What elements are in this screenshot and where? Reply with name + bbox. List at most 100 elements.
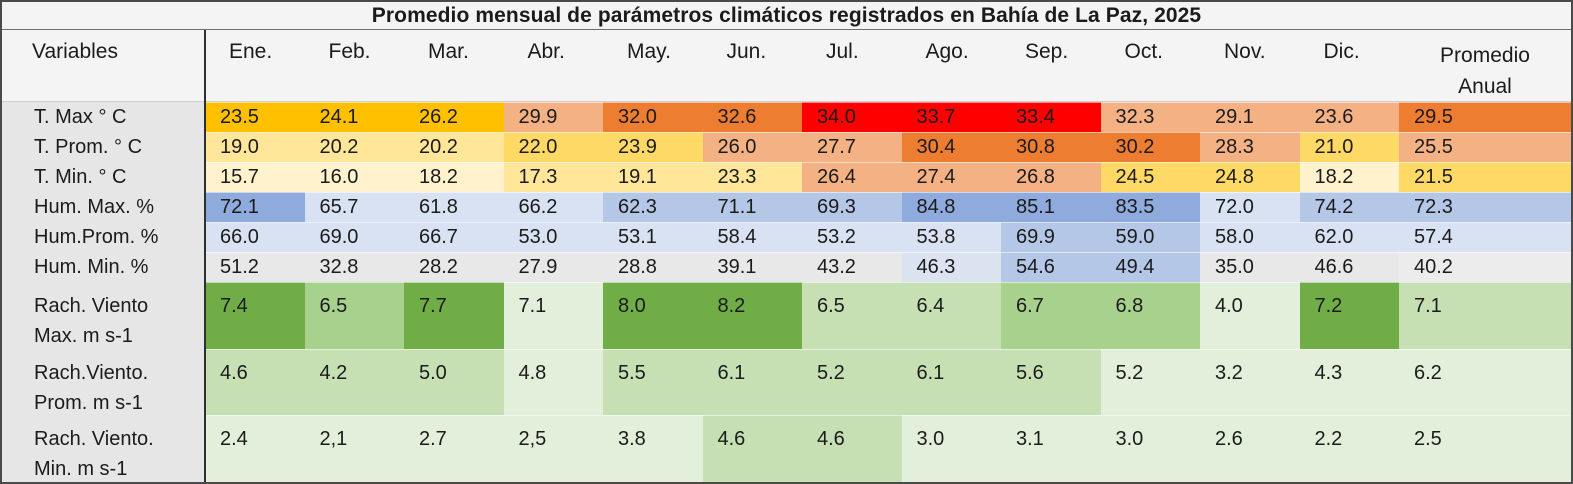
table-cell: 30.2 <box>1100 132 1200 162</box>
table-cell: 3.0 <box>1100 415 1200 482</box>
table-cell: 4.2 <box>304 348 404 418</box>
column-header-month-9: Sep. <box>1025 40 1069 63</box>
table-cell: 66.2 <box>503 192 603 222</box>
table-cell: 32.0 <box>603 102 703 132</box>
table-cell: 25.5 <box>1399 132 1571 162</box>
table-cell: 32.8 <box>304 252 404 282</box>
column-header-month-5: May. <box>627 40 671 63</box>
table-cell: 6.4 <box>901 282 1001 351</box>
column-header-month-2: Feb. <box>328 40 371 63</box>
table-cell: 6.5 <box>304 282 404 351</box>
table-cell: 5.2 <box>802 348 902 418</box>
row-label-line: Rach.Viento. <box>34 361 149 384</box>
table-cell: 85.1 <box>1001 192 1101 222</box>
table-cell: 3.8 <box>603 415 703 482</box>
table-cell: 26.4 <box>802 162 902 192</box>
column-header-annual-line2: Anual <box>1458 75 1512 98</box>
table-cell: 20.2 <box>404 132 504 162</box>
row-label-line: Rach. Viento. <box>34 428 154 451</box>
row-label-line: Max. m s-1 <box>34 325 133 347</box>
table-cell: 30.4 <box>901 132 1001 162</box>
table-row: Hum. Min. % 51.2 32.8 28.2 27.9 28.8 39.1 43.2 4… <box>2 252 1571 282</box>
row-label: T. Prom. ° C <box>2 132 205 162</box>
table-cell: 27.9 <box>503 252 603 282</box>
table-row: T. Min. ° C 15.7 16.0 18.2 17.3 19.1 23.3 26.4 2… <box>2 162 1571 192</box>
table-cell: 5.5 <box>603 348 703 418</box>
table-cell: 57.4 <box>1399 222 1571 252</box>
row-label-line: Hum.Prom. % <box>34 225 159 248</box>
table-row: Rach. Viento Max. m s-1 7.4 6.5 7.7 7.1 8.0 8.2… <box>2 282 1571 351</box>
table-cell: 7.1 <box>1399 282 1571 351</box>
column-header-month-11: Nov. <box>1224 40 1266 63</box>
table-cell: 5.0 <box>404 348 504 418</box>
column-header-month-7: Jul. <box>826 40 859 63</box>
table-cell: 51.2 <box>205 252 305 282</box>
row-label: Rach.Viento. Prom. m s-1 <box>2 348 205 418</box>
table-cell: 84.8 <box>901 192 1001 222</box>
table-cell: 16.0 <box>304 162 404 192</box>
table-cell: 2,1 <box>304 415 404 482</box>
table-cell: 74.2 <box>1299 192 1399 222</box>
table-cell: 59.0 <box>1100 222 1200 252</box>
row-label: T. Max ° C <box>2 102 205 132</box>
table-cell: 6.1 <box>702 348 802 418</box>
table-cell: 32.6 <box>702 102 802 132</box>
row-label-line: T. Prom. ° C <box>34 135 143 158</box>
table-cell: 33.7 <box>901 102 1001 132</box>
table-cell: 2.4 <box>205 415 305 482</box>
table-cell: 6.2 <box>1399 348 1571 418</box>
table-cell: 65.7 <box>304 192 404 222</box>
row-label-line: Hum. Min. % <box>34 255 149 278</box>
column-header-month-3: Mar. <box>428 40 469 63</box>
table-cell: 72.1 <box>205 192 305 222</box>
table-cell: 23.9 <box>603 132 703 162</box>
table-cell: 5.6 <box>1001 348 1101 418</box>
table-body: T. Max ° C 23.5 24.1 26.2 29.9 32.0 32.6 34.0 33… <box>2 102 1571 482</box>
table-cell: 27.4 <box>901 162 1001 192</box>
table-cell: 2.6 <box>1200 415 1300 482</box>
column-header-month-1: Ene. <box>229 40 273 63</box>
table-cell: 69.3 <box>802 192 902 222</box>
table-cell: 2.7 <box>404 415 504 482</box>
column-header-annual: Promedio Anual <box>1399 30 1571 102</box>
table-cell: 49.4 <box>1100 252 1200 282</box>
table-cell: 33.4 <box>1001 102 1101 132</box>
table-cell: 53.0 <box>503 222 603 252</box>
table-cell: 26.0 <box>702 132 802 162</box>
table-cell: 29.1 <box>1200 102 1300 132</box>
column-header-month-4: Abr. <box>527 40 565 63</box>
table-cell: 24.1 <box>304 102 404 132</box>
table-row: Hum.Prom. % 66.0 69.0 66.7 53.0 53.1 58.4 53.2 5… <box>2 222 1571 252</box>
table-cell: 22.0 <box>503 132 603 162</box>
row-label: Hum. Max. % <box>2 192 205 222</box>
table-cell: 23.5 <box>205 102 305 132</box>
table-row: Hum. Max. % 72.1 65.7 61.8 66.2 62.3 71.1 69.3 8… <box>2 192 1571 222</box>
table-cell: 53.8 <box>901 222 1001 252</box>
table-cell: 28.8 <box>603 252 703 282</box>
table-cell: 83.5 <box>1100 192 1200 222</box>
table-cell: 69.0 <box>304 222 404 252</box>
table-cell: 4.8 <box>503 348 603 418</box>
table-cell: 17.3 <box>503 162 603 192</box>
table-cell: 72.0 <box>1200 192 1300 222</box>
table-row: Rach.Viento. Prom. m s-1 4.6 4.2 5.0 4.8 5.5 6.… <box>2 348 1571 418</box>
column-header-annual-line1: Promedio <box>1440 44 1530 67</box>
row-label: Hum.Prom. % <box>2 222 205 252</box>
table-cell: 3.0 <box>901 415 1001 482</box>
table-cell: 66.0 <box>205 222 305 252</box>
table-cell: 69.9 <box>1001 222 1101 252</box>
table-cell: 6.8 <box>1100 282 1200 351</box>
table-cell: 19.1 <box>603 162 703 192</box>
table-cell: 29.5 <box>1399 102 1571 132</box>
table-cell: 27.7 <box>802 132 902 162</box>
table-cell: 8.0 <box>603 282 703 351</box>
table-cell: 18.2 <box>404 162 504 192</box>
row-label-line: Hum. Max. % <box>34 195 155 218</box>
column-header-month-6: Jun. <box>726 40 767 63</box>
table-cell: 34.0 <box>802 102 902 132</box>
table-cell: 32.3 <box>1100 102 1200 132</box>
table-cell: 62.3 <box>603 192 703 222</box>
table-cell: 4.6 <box>205 348 305 418</box>
table-cell: 53.2 <box>802 222 902 252</box>
